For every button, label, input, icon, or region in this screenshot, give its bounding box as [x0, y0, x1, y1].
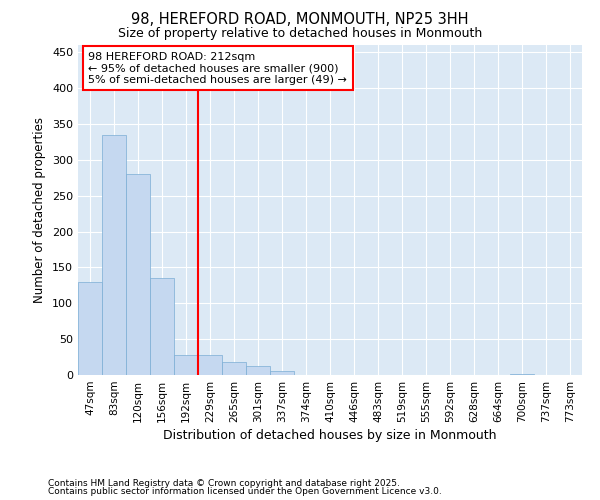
Text: Contains HM Land Registry data © Crown copyright and database right 2025.: Contains HM Land Registry data © Crown c…	[48, 478, 400, 488]
Text: Contains public sector information licensed under the Open Government Licence v3: Contains public sector information licen…	[48, 487, 442, 496]
Y-axis label: Number of detached properties: Number of detached properties	[34, 117, 46, 303]
Bar	[102, 134, 126, 375]
Bar	[222, 362, 246, 375]
Text: 98, HEREFORD ROAD, MONMOUTH, NP25 3HH: 98, HEREFORD ROAD, MONMOUTH, NP25 3HH	[131, 12, 469, 28]
Bar	[510, 374, 534, 375]
X-axis label: Distribution of detached houses by size in Monmouth: Distribution of detached houses by size …	[163, 429, 497, 442]
Bar	[126, 174, 150, 375]
Bar	[174, 355, 198, 375]
Text: Size of property relative to detached houses in Monmouth: Size of property relative to detached ho…	[118, 28, 482, 40]
Bar	[270, 372, 294, 375]
Bar	[150, 278, 174, 375]
Bar	[198, 355, 222, 375]
Bar	[246, 366, 270, 375]
Bar	[78, 282, 102, 375]
Text: 98 HEREFORD ROAD: 212sqm
← 95% of detached houses are smaller (900)
5% of semi-d: 98 HEREFORD ROAD: 212sqm ← 95% of detach…	[88, 52, 347, 85]
